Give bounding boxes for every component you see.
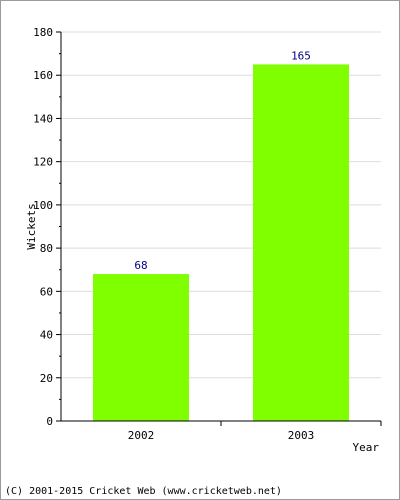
y-tick-label: 160	[33, 69, 53, 82]
bar-value-label: 165	[291, 49, 311, 62]
x-tick-label: 2002	[128, 429, 155, 442]
labels: 0 20 40 60 80 100 120 140 160 180 68 2002 165 2003	[33, 26, 314, 442]
copyright-text: (C) 2001-2015 Cricket Web (www.cricketwe…	[5, 486, 282, 497]
bar	[93, 274, 189, 421]
x-axis-label: Year	[353, 441, 380, 454]
y-tick-label: 140	[33, 112, 53, 125]
bars	[93, 64, 349, 421]
y-tick-label: 40	[40, 329, 53, 342]
y-axis-label: Wickets	[25, 203, 38, 249]
y-tick-label: 20	[40, 372, 53, 385]
y-tick-label: 100	[33, 199, 53, 212]
y-tick-label: 60	[40, 285, 53, 298]
y-tick-label: 80	[40, 242, 53, 255]
y-tick-label: 180	[33, 26, 53, 39]
axes	[56, 31, 382, 426]
bar	[253, 64, 349, 421]
y-tick-label: 120	[33, 156, 53, 169]
y-tick-label: 0	[46, 415, 53, 428]
x-tick-label: 2003	[288, 429, 315, 442]
bar-value-label: 68	[134, 259, 147, 272]
